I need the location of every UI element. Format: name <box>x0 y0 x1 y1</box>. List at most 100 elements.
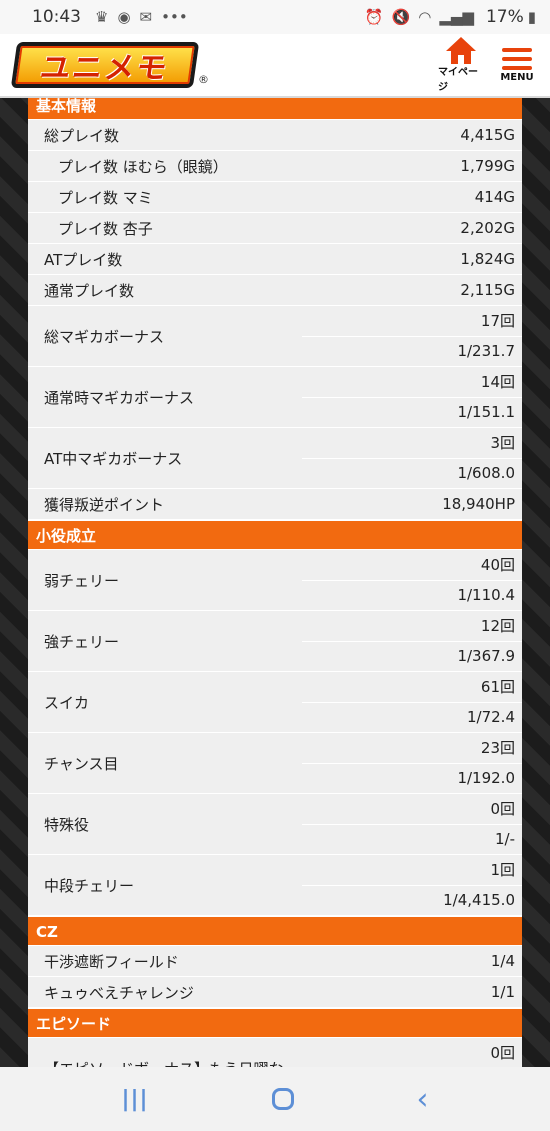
row-label: 総プレイ数 <box>44 126 120 145</box>
table-row: プレイ数 ほむら（眼鏡） 1,799G <box>28 151 522 182</box>
logo-text: ユニメモ <box>38 51 171 86</box>
android-nav-bar: ||| ‹ <box>0 1067 550 1131</box>
row-values: 1,799G <box>302 151 522 181</box>
row-values: 0回 <box>302 1038 522 1067</box>
row-value: 1回 <box>490 861 515 880</box>
row-values: 4,415G <box>302 120 522 150</box>
row-label: 弱チェリー <box>44 571 120 590</box>
status-bar: 10:43 ♛ ◉ ✉ ••• ⏰ 🔇 ◠ ▂▄▆ 17% ▮ <box>0 0 550 34</box>
more-dots-icon: ••• <box>161 8 188 26</box>
row-label: キュゥべえチャレンジ <box>44 983 194 1002</box>
table-row: スイカ 61回 1/72.4 <box>28 672 522 733</box>
battery-icon: ▮ <box>527 8 536 26</box>
battery-percent: 17% <box>485 7 524 27</box>
mypage-button[interactable]: マイページ <box>438 37 484 93</box>
wifi-icon: ◠ <box>418 8 432 26</box>
status-time: 10:43 <box>32 7 81 27</box>
registered-mark: ® <box>198 73 209 86</box>
table-row: プレイ数 マミ 414G <box>28 182 522 213</box>
table-row: プレイ数 杏子 2,202G <box>28 213 522 244</box>
row-rate: 1/367.9 <box>302 640 522 672</box>
table-row: チャンス目 23回 1/192.0 <box>28 733 522 794</box>
row-values: 1/1 <box>302 977 522 1007</box>
menu-button[interactable]: MENU <box>498 37 536 93</box>
table-row: AT中マギカボーナス 3回 1/608.0 <box>28 428 522 489</box>
row-value: 61回 <box>480 678 515 697</box>
site-header: ユニメモ ® マイページ MENU <box>0 34 550 98</box>
row-label: 【エピソードボーナス】もう日曜な <box>28 1038 302 1068</box>
row-label: プレイ数 マミ <box>58 188 153 207</box>
row-value: 4,415G <box>460 126 515 144</box>
row-values: 2,202G <box>302 213 522 243</box>
row-rate: 1/192.0 <box>302 762 522 794</box>
row-label: スイカ <box>44 693 90 712</box>
row-values: 12回 1/367.9 <box>302 611 522 671</box>
table-row: 特殊役 0回 1/- <box>28 794 522 855</box>
row-value: 1/1 <box>490 983 515 1001</box>
recent-apps-icon[interactable]: ||| <box>121 1086 149 1112</box>
row-values: 17回 1/231.7 <box>302 306 522 366</box>
row-label: 干渉遮断フィールド <box>44 952 179 971</box>
row-value: 1,799G <box>460 157 515 175</box>
status-right: ⏰ 🔇 ◠ ▂▄▆ 17% ▮ <box>365 7 536 27</box>
row-label: プレイ数 ほむら（眼鏡） <box>58 157 228 176</box>
table-row: 干渉遮断フィールド 1/4 <box>28 946 522 977</box>
row-value: 18,940HP <box>442 495 515 513</box>
row-values: 18,940HP <box>302 489 522 519</box>
row-value: 23回 <box>480 739 515 758</box>
row-rate: 1/231.7 <box>302 335 522 367</box>
table-row: 中段チェリー 1回 1/4,415.0 <box>28 855 522 916</box>
row-value: 0回 <box>490 800 515 819</box>
row-value: 2,202G <box>460 219 515 237</box>
row-value: 17回 <box>480 312 515 331</box>
hamburger-icon <box>502 47 532 70</box>
home-icon <box>446 37 476 64</box>
discord-icon: ◉ <box>117 8 131 26</box>
table-row: 通常時マギカボーナス 14回 1/151.1 <box>28 367 522 428</box>
row-value: 12回 <box>480 617 515 636</box>
row-values: 414G <box>302 182 522 212</box>
row-values: 1/4 <box>302 946 522 976</box>
row-label: 中段チェリー <box>44 876 135 895</box>
row-values: 1,824G <box>302 244 522 274</box>
home-button-icon[interactable] <box>271 1088 294 1110</box>
row-label: 強チェリー <box>44 632 120 651</box>
row-label: 通常プレイ数 <box>44 281 135 300</box>
back-icon[interactable]: ‹ <box>416 1081 429 1117</box>
table-row: ATプレイ数 1,824G <box>28 244 522 275</box>
row-values: 3回 1/608.0 <box>302 428 522 488</box>
table-row: 【エピソードボーナス】もう日曜な 0回 <box>28 1038 522 1067</box>
row-value: 40回 <box>480 556 515 575</box>
row-values: 61回 1/72.4 <box>302 672 522 732</box>
row-label: 特殊役 <box>44 815 90 834</box>
section-title: 基本情報 <box>28 98 522 120</box>
row-rate: 1/- <box>302 823 522 855</box>
page-content[interactable]: 基本情報総プレイ数 4,415G プレイ数 ほむら（眼鏡） 1,799G プレイ数 マミ… <box>0 98 550 1067</box>
alarm-icon: ⏰ <box>364 8 384 26</box>
row-rate: 1/72.4 <box>302 701 522 733</box>
table-row: 総プレイ数 4,415G <box>28 120 522 151</box>
row-label: 通常時マギカボーナス <box>44 388 195 407</box>
row-values: 14回 1/151.1 <box>302 367 522 427</box>
row-value: 2,115G <box>460 281 515 299</box>
row-label: チャンス目 <box>44 754 119 773</box>
table-row: 獲得叛逆ポイント 18,940HP <box>28 489 522 520</box>
data-table: 基本情報総プレイ数 4,415G プレイ数 ほむら（眼鏡） 1,799G プレイ数 マミ… <box>28 98 522 1067</box>
row-value: 1/4 <box>490 952 515 970</box>
mail-icon: ✉ <box>139 8 153 26</box>
mute-icon: 🔇 <box>391 8 411 26</box>
table-row: 弱チェリー 40回 1/110.4 <box>28 550 522 611</box>
row-rate: 1/151.1 <box>302 396 522 428</box>
row-label: 獲得叛逆ポイント <box>44 495 165 514</box>
site-logo[interactable]: ユニメモ <box>10 42 200 88</box>
row-label: 総マギカボーナス <box>44 327 165 346</box>
row-value: 0回 <box>490 1044 515 1063</box>
row-values: 2,115G <box>302 275 522 305</box>
section-title: エピソード <box>28 1008 522 1038</box>
row-label: ATプレイ数 <box>44 250 123 269</box>
row-value: 1,824G <box>460 250 515 268</box>
section-title: 小役成立 <box>28 520 522 550</box>
table-row: 総マギカボーナス 17回 1/231.7 <box>28 306 522 367</box>
row-values: 40回 1/110.4 <box>302 550 522 610</box>
table-row: キュゥべえチャレンジ 1/1 <box>28 977 522 1008</box>
